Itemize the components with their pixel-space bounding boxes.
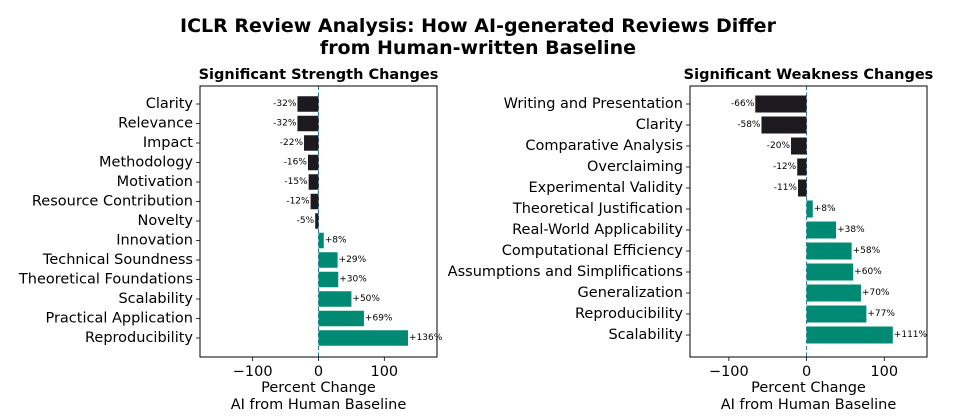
weakness-category-label: Theoretical Justification: [512, 201, 683, 217]
weakness-data-label: +77%: [867, 309, 895, 319]
weakness-xlabel-line-2: AI from Human Baseline: [721, 397, 897, 413]
weakness-data-label: +70%: [862, 288, 890, 298]
figure-title-line-1: ICLR Review Analysis: How AI-generated R…: [180, 15, 777, 37]
strength-bar-theoretical-foundations: [318, 271, 339, 288]
strength-xtick-label: 100: [370, 364, 398, 380]
strength-data-label: -16%: [284, 158, 308, 168]
strength-data-label: -22%: [280, 138, 304, 148]
weakness-data-label: -66%: [731, 99, 755, 109]
strength-category-label: Relevance: [118, 116, 193, 132]
weakness-bar-overclaiming: [797, 158, 807, 176]
strength-bar-practical-application: [318, 310, 364, 327]
weakness-bar-real-world-applicability: [806, 221, 837, 239]
strength-category-label: Clarity: [146, 96, 194, 112]
strength-data-label: -12%: [286, 197, 310, 207]
strength-data-label: +8%: [325, 236, 347, 246]
weakness-data-label: -20%: [767, 141, 791, 151]
weakness-bar-computational-efficiency: [806, 242, 852, 260]
strength-bar-innovation: [318, 232, 324, 249]
weakness-xlabel-line-1: Percent Change: [751, 380, 866, 396]
weakness-category-label: Real-World Applicability: [512, 222, 683, 238]
strength-data-label: +30%: [339, 275, 367, 285]
weakness-data-label: -11%: [774, 183, 798, 193]
weakness-category-label: Writing and Presentation: [504, 96, 683, 112]
weakness-bar-clarity: [761, 116, 807, 134]
strength-category-label: Motivation: [117, 174, 193, 190]
strength-bar-motivation: [308, 174, 319, 190]
weakness-xtick-label: 0: [802, 364, 811, 380]
weakness-bar-assumptions-and-simplifications: [806, 263, 854, 281]
weakness-category-label: Comparative Analysis: [525, 138, 683, 154]
strength-bar-reproducibility: [318, 330, 409, 346]
weakness-category-label: Experimental Validity: [528, 180, 683, 196]
strength-xlabel-line-2: AI from Human Baseline: [231, 397, 407, 413]
weakness-bar-generalization: [806, 284, 861, 302]
strength-category-label: Novelty: [137, 213, 193, 229]
weakness-category-label: Reproducibility: [575, 306, 683, 322]
strength-data-label: -32%: [273, 99, 297, 109]
strength-data-label: -32%: [273, 119, 297, 129]
strength-panel-title: Significant Strength Changes: [199, 67, 439, 83]
weakness-category-label: Generalization: [578, 285, 683, 301]
strength-category-label: Innovation: [116, 233, 193, 249]
weakness-panel-title: Significant Weakness Changes: [684, 67, 934, 83]
strength-category-label: Impact: [143, 135, 193, 151]
figure-title-line-2: from Human-written Baseline: [320, 37, 636, 59]
weakness-category-label: Overclaiming: [587, 159, 683, 175]
strength-bar-resource-contribution: [310, 193, 319, 210]
strength-data-label: +29%: [339, 255, 367, 265]
strength-bar-clarity: [297, 96, 319, 112]
strength-xtick-label: −100: [233, 364, 273, 380]
weakness-category-label: Assumptions and Simplifications: [448, 264, 683, 280]
strength-changes-panel: Significant Strength Changes Clarity -32% R…: [18, 67, 443, 413]
weakness-bar-writing-and-presentation: [755, 95, 807, 113]
weakness-bar-reproducibility: [806, 305, 867, 323]
strength-data-label: +50%: [352, 294, 380, 304]
strength-data-label: +69%: [365, 314, 393, 324]
strength-bar-methodology: [307, 154, 319, 171]
strength-bar-novelty: [315, 213, 319, 229]
weakness-data-label: +111%: [894, 330, 928, 340]
weakness-data-label: +60%: [854, 267, 882, 277]
strength-category-label: Practical Application: [45, 311, 193, 327]
strength-data-label: +136%: [409, 333, 443, 343]
strength-bar-relevance: [297, 115, 319, 132]
strength-data-label: -5%: [297, 216, 315, 226]
strength-data-label: -15%: [284, 177, 308, 187]
strength-category-label: Resource Contribution: [32, 194, 193, 210]
strength-xtick-label: 0: [314, 364, 323, 380]
strength-xlabel-line-1: Percent Change: [261, 380, 376, 396]
strength-category-label: Reproducibility: [85, 330, 193, 346]
weakness-xtick-label: 100: [870, 364, 898, 380]
weakness-bar-comparative-analysis: [791, 137, 807, 155]
weakness-data-label: -58%: [737, 120, 761, 130]
weakness-category-label: Computational Efficiency: [502, 243, 684, 259]
weakness-bar-theoretical-justification: [806, 200, 813, 218]
weakness-category-label: Clarity: [636, 117, 684, 133]
weakness-data-label: +38%: [837, 225, 865, 235]
weakness-axes-frame: [689, 85, 928, 358]
strength-bar-scalability: [318, 291, 352, 307]
strength-category-label: Technical Soundness: [42, 252, 193, 268]
weakness-data-label: +8%: [814, 204, 836, 214]
strength-category-label: Methodology: [99, 155, 193, 171]
weakness-bar-experimental-validity: [798, 179, 807, 197]
strength-bar-impact: [304, 135, 319, 151]
weakness-bar-scalability: [806, 326, 893, 344]
strength-bar-technical-soundness: [318, 252, 338, 268]
weakness-data-label: +58%: [853, 246, 881, 256]
weakness-xtick-label: −100: [709, 364, 749, 380]
strength-category-label: Scalability: [118, 291, 193, 307]
strength-category-label: Theoretical Foundations: [18, 272, 193, 288]
weakness-data-label: -12%: [773, 162, 797, 172]
weakness-category-label: Scalability: [608, 327, 683, 343]
